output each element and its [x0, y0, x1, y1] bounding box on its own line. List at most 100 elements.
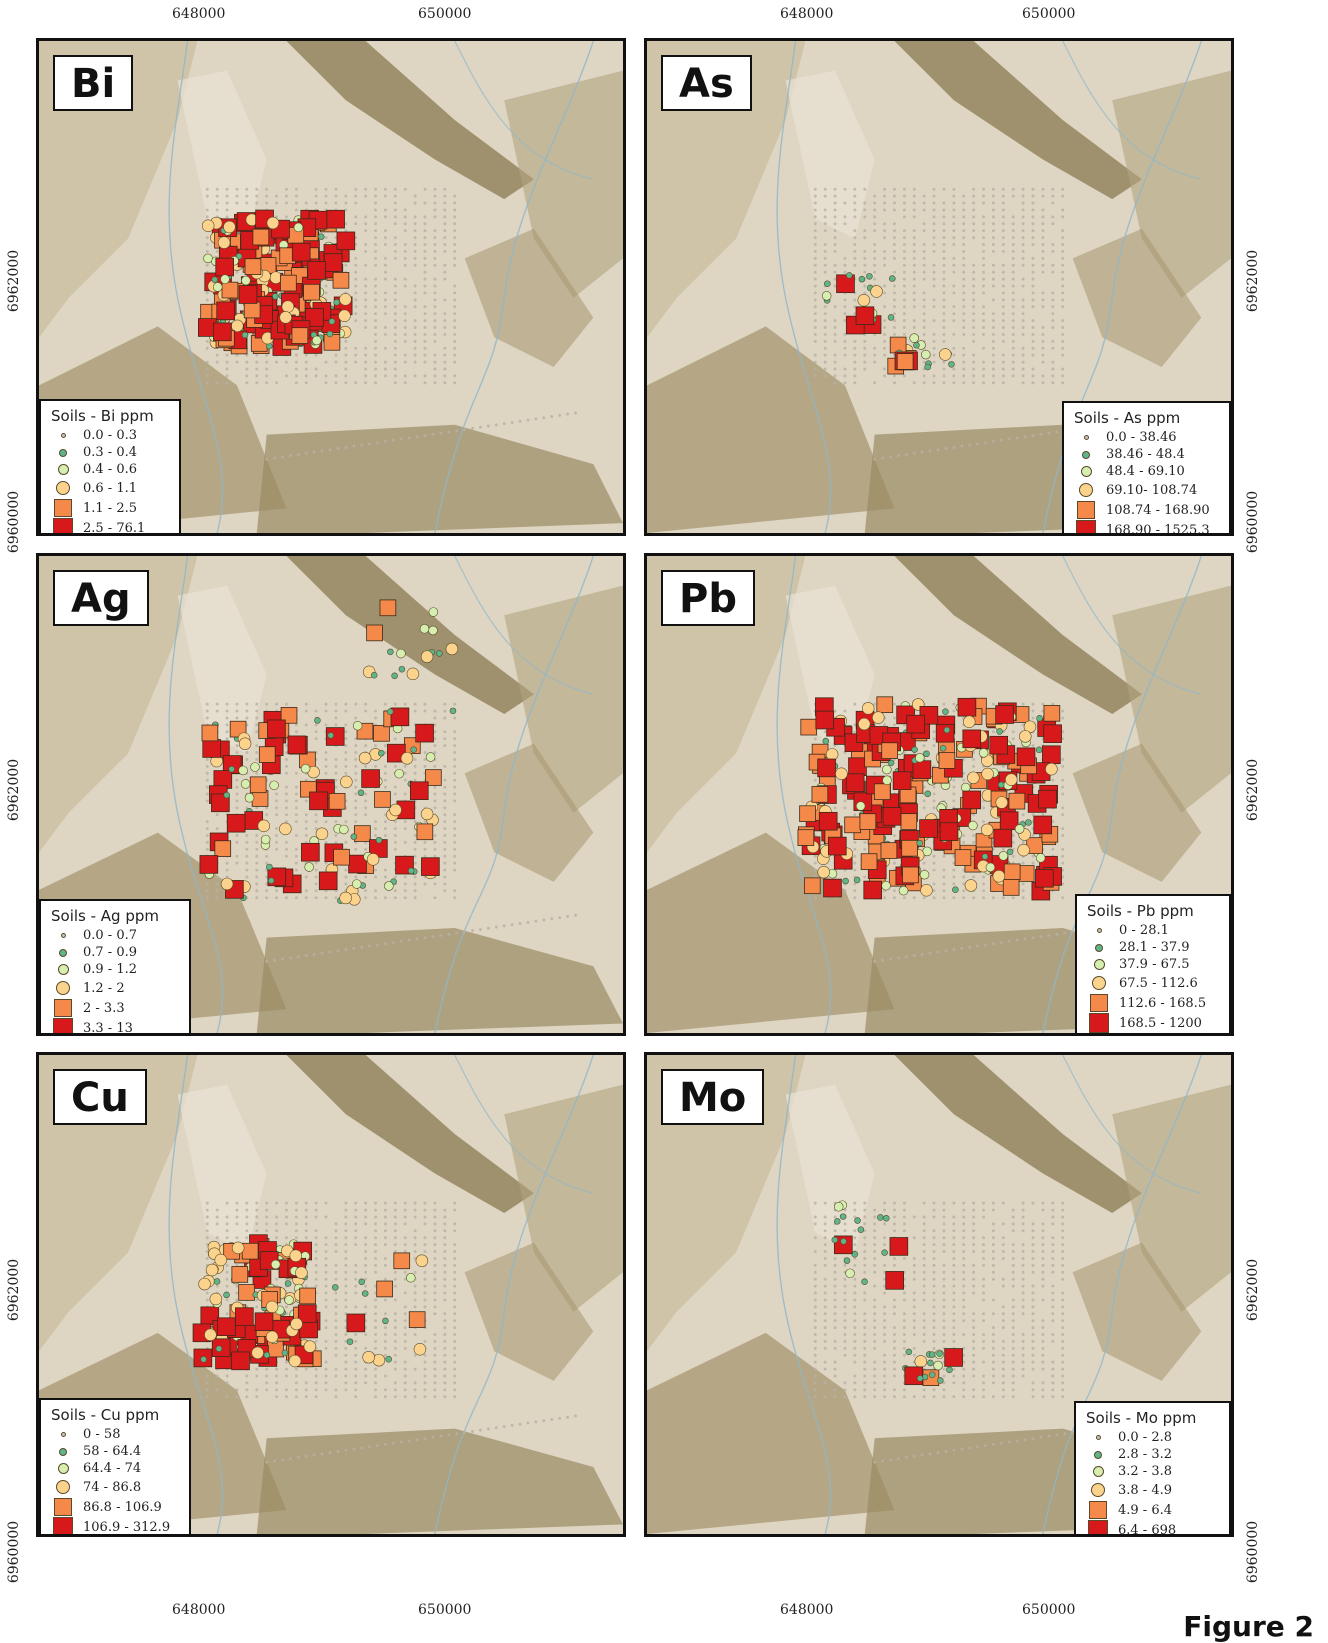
y-tick-left-6962000-row1: 6962000	[6, 249, 22, 313]
legend-title: Soils - Ag ppm	[51, 907, 160, 925]
legend-symbol-class0	[60, 1432, 66, 1437]
legend-symbol-class5	[53, 1018, 73, 1033]
legend-row: 48.4 - 69.10	[1074, 463, 1219, 480]
legend-class-label: 106.9 - 312.9	[83, 1519, 171, 1535]
y-tick-right-6962000-row1: 6962000	[1245, 249, 1261, 313]
legend-class-label: 112.6 - 168.5	[1119, 995, 1207, 1011]
x-tick-top-left-648000: 648000	[172, 6, 226, 22]
legend-symbol-class2	[57, 964, 69, 975]
legend-row: 2.8 - 3.2	[1086, 1446, 1219, 1463]
legend-class-label: 0.0 - 38.46	[1106, 430, 1177, 445]
map-panel-as: As Soils - As ppm 0.0 - 38.46 38.46 - 48.4 4…	[644, 38, 1234, 536]
sample-points	[192, 1234, 429, 1371]
sample-points	[797, 696, 1062, 901]
legend-row: 38.46 - 48.4	[1074, 446, 1219, 463]
legend-class-label: 168.5 - 1200	[1119, 1015, 1202, 1031]
legend-class-label: 0.7 - 0.9	[83, 945, 138, 960]
legend-row: 0 - 28.1	[1087, 922, 1219, 939]
legend-class-label: 67.5 - 112.6	[1119, 975, 1198, 991]
legend-row: 106.9 - 312.9	[51, 1517, 179, 1535]
legend-row: 0.6 - 1.1	[51, 478, 169, 498]
legend-symbol-class5	[53, 1517, 73, 1534]
y-tick-right-6960000-row3: 6960000	[1245, 1520, 1261, 1584]
element-label: Pb	[661, 570, 755, 626]
legend-symbol-class4	[54, 1498, 72, 1516]
legend-symbol-class5	[1076, 520, 1096, 533]
legend-class-label: 37.9 - 67.5	[1119, 957, 1190, 972]
legend-title: Soils - Bi ppm	[51, 407, 154, 425]
legend-class-label: 0.3 - 0.4	[83, 445, 138, 460]
legend-row: 2.5 - 76.1	[51, 518, 169, 536]
legend-class-label: 69.10- 108.74	[1106, 482, 1198, 498]
legend-class-label: 86.8 - 106.9	[83, 1499, 162, 1515]
legend-class-label: 28.1 - 37.9	[1119, 940, 1190, 955]
legend-class-label: 0 - 58	[83, 1427, 121, 1442]
legend-row: 3.3 - 13	[51, 1018, 179, 1033]
legend-class-label: 3.2 - 3.8	[1118, 1464, 1173, 1479]
legend-symbol-class4	[1089, 1501, 1107, 1519]
map-panel-cu: Cu Soils - Cu ppm 0 - 58 58 - 64.4 64.4 - 74…	[36, 1052, 626, 1537]
legend-row: 2 - 3.3	[51, 998, 179, 1018]
legend-symbol-class5	[53, 518, 73, 533]
legend-symbol-class1	[1082, 450, 1090, 459]
legend-symbol-class4	[54, 999, 72, 1017]
legend-class-label: 1.2 - 2	[83, 980, 125, 996]
x-tick-bottom-right-650000: 650000	[1022, 1602, 1076, 1618]
legend-symbol-class4	[54, 499, 72, 517]
legend-symbol-class0	[1096, 928, 1102, 933]
legend: Soils - Pb ppm 0 - 28.1 28.1 - 37.9 37.9 - …	[1075, 894, 1231, 1033]
y-tick-left-6960000-row3: 6960000	[6, 1520, 22, 1584]
legend-class-label: 3.8 - 4.9	[1118, 1482, 1173, 1498]
legend-row: 0.4 - 0.6	[51, 461, 169, 478]
legend-class-label: 1.1 - 2.5	[83, 500, 138, 516]
legend: Soils - Mo ppm 0.0 - 2.8 2.8 - 3.2 3.2 - 3.…	[1074, 1401, 1231, 1537]
sample-points	[199, 599, 459, 906]
legend-symbol-class1	[1094, 1450, 1102, 1459]
legend-class-label: 0.0 - 0.7	[83, 928, 138, 943]
legend-class-label: 0.0 - 2.8	[1118, 1430, 1173, 1445]
legend-symbol-class3	[1091, 1483, 1105, 1497]
legend-class-label: 2.5 - 76.1	[83, 520, 146, 536]
figure-label: Figure 2	[1183, 1610, 1314, 1643]
legend-title: Soils - As ppm	[1074, 409, 1181, 427]
legend-class-label: 0.9 - 1.2	[83, 962, 138, 977]
legend-row: 108.74 - 168.90	[1074, 500, 1219, 520]
legend-class-label: 2.8 - 3.2	[1118, 1447, 1173, 1462]
legend-row: 112.6 - 168.5	[1087, 993, 1219, 1013]
y-tick-left-6960000-row1: 6960000	[6, 490, 22, 554]
map-panel-pb: Pb Soils - Pb ppm 0 - 28.1 28.1 - 37.9 37.9 …	[644, 553, 1234, 1036]
legend-class-label: 58 - 64.4	[83, 1444, 142, 1459]
legend-row: 67.5 - 112.6	[1087, 973, 1219, 993]
legend-symbol-class3	[1079, 483, 1093, 497]
legend-row: 0.0 - 0.3	[51, 427, 169, 444]
legend-row: 0 - 58	[51, 1426, 179, 1443]
legend-row: 6.4 - 698	[1086, 1520, 1219, 1537]
legend-row: 74 - 86.8	[51, 1477, 179, 1497]
y-tick-left-6962000-row3: 6962000	[6, 1258, 22, 1322]
legend-row: 0.0 - 38.46	[1074, 429, 1219, 446]
legend-symbol-class0	[60, 933, 66, 938]
map-panel-bi: Bi Soils - Bi ppm 0.0 - 0.3 0.3 - 0.4 0.4 - …	[36, 38, 626, 536]
hillshade-terrain	[647, 1055, 1231, 1534]
legend-symbol-class2	[57, 1463, 69, 1474]
legend-symbol-class2	[1093, 959, 1105, 970]
legend-symbol-class1	[59, 1447, 67, 1456]
legend-symbol-class3	[56, 981, 70, 995]
element-label: As	[661, 55, 752, 111]
legend-symbol-class2	[1092, 1466, 1104, 1477]
legend-symbol-class1	[1095, 943, 1103, 952]
legend-symbol-class0	[1095, 1435, 1101, 1440]
legend-symbol-class0	[60, 433, 66, 438]
legend-symbol-class2	[1080, 466, 1092, 477]
legend-class-label: 6.4 - 698	[1118, 1522, 1177, 1537]
legend-symbol-class3	[1092, 976, 1106, 990]
legend-class-label: 0.0 - 0.3	[83, 428, 138, 443]
legend-symbol-class3	[56, 481, 70, 495]
x-tick-top-right-648000: 648000	[780, 6, 834, 22]
legend-symbol-class2	[57, 464, 69, 475]
legend-row: 64.4 - 74	[51, 1460, 179, 1477]
x-tick-bottom-right-648000: 648000	[780, 1602, 834, 1618]
x-tick-top-right-650000: 650000	[1022, 6, 1076, 22]
sample-points	[831, 1200, 963, 1387]
element-label: Mo	[661, 1069, 765, 1125]
